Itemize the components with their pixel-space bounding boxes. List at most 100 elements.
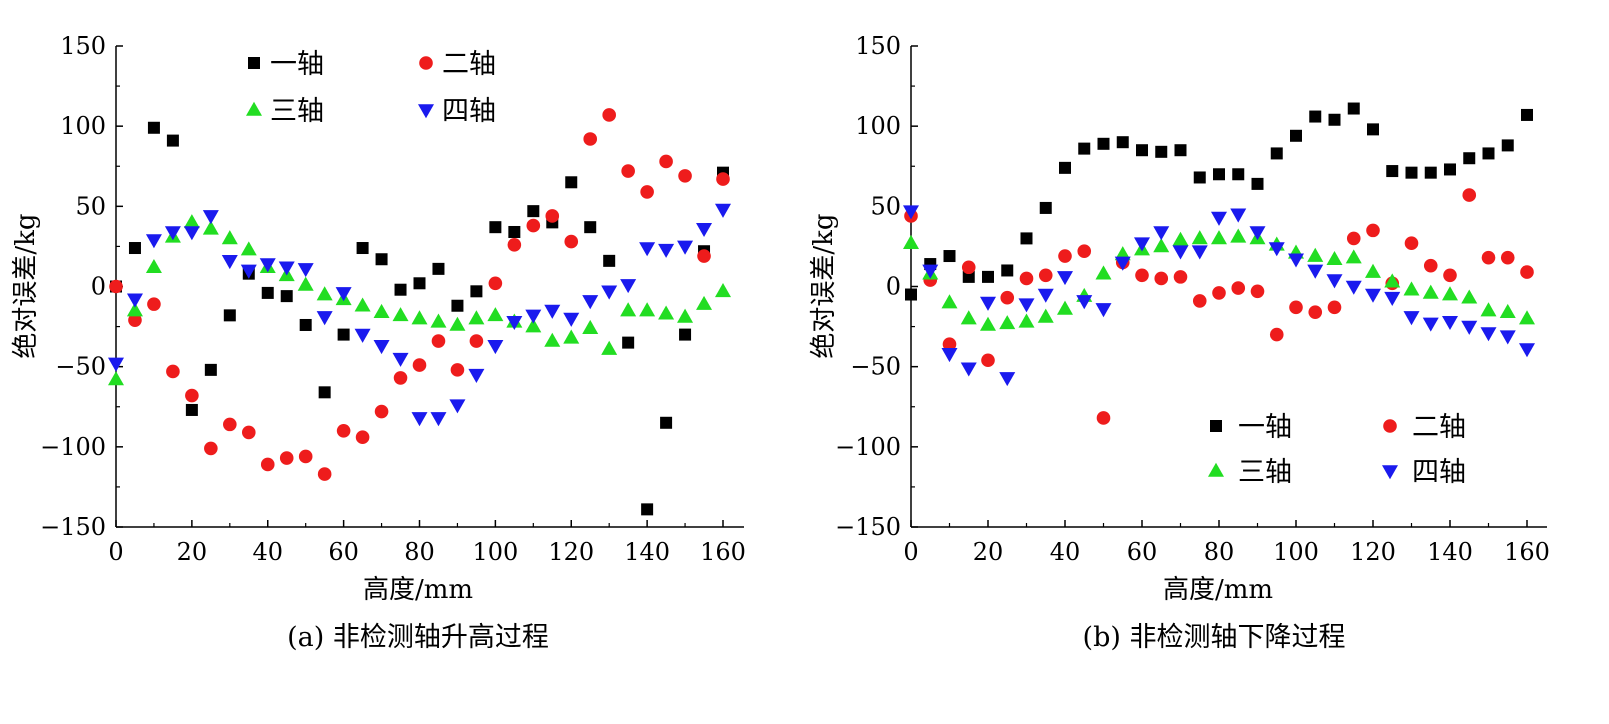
- data-point: [1250, 284, 1265, 299]
- x-tick-label: 80: [1204, 538, 1235, 566]
- data-point: [583, 132, 598, 146]
- legend-marker: [419, 56, 433, 70]
- data-point: [166, 364, 180, 379]
- data-point: [1039, 201, 1052, 214]
- x-tick-label: 20: [973, 538, 1004, 566]
- data-point: [1270, 147, 1283, 160]
- data-point: [355, 430, 370, 445]
- data-point: [1403, 311, 1420, 326]
- data-point: [1289, 300, 1303, 315]
- data-point: [1020, 232, 1033, 245]
- data-point: [999, 315, 1016, 330]
- y-tick-label: −50: [55, 353, 106, 381]
- data-point: [413, 277, 426, 290]
- data-point: [584, 221, 597, 234]
- data-point: [1096, 411, 1111, 425]
- data-point: [621, 164, 635, 178]
- data-point: [1076, 295, 1093, 310]
- data-point: [128, 242, 141, 255]
- data-point: [489, 221, 502, 234]
- data-point: [412, 358, 427, 372]
- data-point: [107, 357, 125, 372]
- data-point: [1499, 330, 1516, 345]
- x-tick-label: 120: [548, 538, 594, 566]
- data-point: [297, 263, 314, 278]
- data-point: [298, 449, 313, 464]
- data-point: [411, 412, 428, 427]
- data-point: [696, 222, 713, 238]
- data-point: [336, 424, 351, 438]
- data-point: [430, 313, 447, 328]
- data-point: [905, 288, 917, 301]
- x-tick-label: 60: [328, 538, 359, 566]
- data-point: [1309, 110, 1322, 123]
- data-point: [223, 309, 236, 322]
- data-point: [1481, 250, 1496, 265]
- chart-caption: (b) 非检测轴下降过程: [1083, 622, 1346, 653]
- data-point: [526, 218, 541, 233]
- data-point: [902, 234, 920, 250]
- data-point: [317, 467, 332, 481]
- x-axis-title: 高度/mm: [363, 575, 473, 605]
- data-point: [714, 203, 732, 218]
- data-point: [1307, 264, 1324, 279]
- data-point: [1444, 163, 1456, 176]
- data-point: [641, 503, 654, 516]
- data-point: [185, 403, 198, 416]
- x-tick-label: 100: [1273, 538, 1319, 566]
- data-point: [147, 121, 160, 134]
- data-point: [697, 249, 711, 263]
- data-point: [1422, 284, 1439, 299]
- data-point: [1153, 238, 1170, 253]
- data-point: [1230, 228, 1247, 243]
- data-point: [221, 255, 238, 270]
- data-point: [603, 254, 616, 267]
- data-point: [902, 205, 920, 220]
- data-point: [639, 242, 656, 257]
- data-point: [507, 238, 522, 252]
- x-tick-label: 140: [624, 538, 670, 566]
- y-tick-label: 0: [91, 273, 106, 301]
- chart-caption: (a) 非检测轴升高过程: [287, 622, 549, 653]
- data-point: [1269, 327, 1284, 342]
- data-point: [468, 310, 485, 325]
- data-point: [354, 297, 371, 312]
- data-point: [1001, 264, 1014, 277]
- x-tick-label: 0: [903, 538, 918, 566]
- data-point: [1172, 231, 1189, 246]
- data-point: [1424, 166, 1437, 179]
- legend-label: 一轴: [270, 49, 324, 80]
- x-tick-label: 40: [1050, 538, 1081, 566]
- data-point: [1077, 244, 1092, 259]
- data-point: [1422, 317, 1439, 332]
- data-point: [1518, 310, 1536, 325]
- legend-marker: [1207, 462, 1225, 477]
- y-tick-label: 150: [60, 32, 106, 60]
- data-point: [1232, 168, 1245, 181]
- legend-label: 四轴: [442, 96, 496, 127]
- data-point: [1367, 123, 1379, 136]
- data-point: [1441, 315, 1459, 331]
- data-point: [109, 279, 123, 294]
- data-point: [449, 316, 466, 331]
- data-point: [1287, 253, 1305, 268]
- data-point: [1230, 208, 1247, 223]
- legend-marker: [417, 104, 435, 119]
- data-point: [356, 242, 369, 255]
- data-point: [1056, 300, 1074, 315]
- data-point: [565, 176, 578, 189]
- data-point: [241, 425, 256, 440]
- data-point: [582, 319, 599, 334]
- data-point: [280, 290, 293, 303]
- data-point: [658, 305, 675, 320]
- data-point: [261, 286, 274, 299]
- x-tick-label: 120: [1350, 538, 1396, 566]
- data-point: [582, 295, 599, 310]
- data-point: [240, 264, 257, 279]
- data-point: [1384, 273, 1401, 288]
- data-point: [393, 371, 408, 385]
- data-point: [1404, 236, 1419, 251]
- data-point: [1193, 171, 1206, 184]
- data-point: [145, 234, 162, 249]
